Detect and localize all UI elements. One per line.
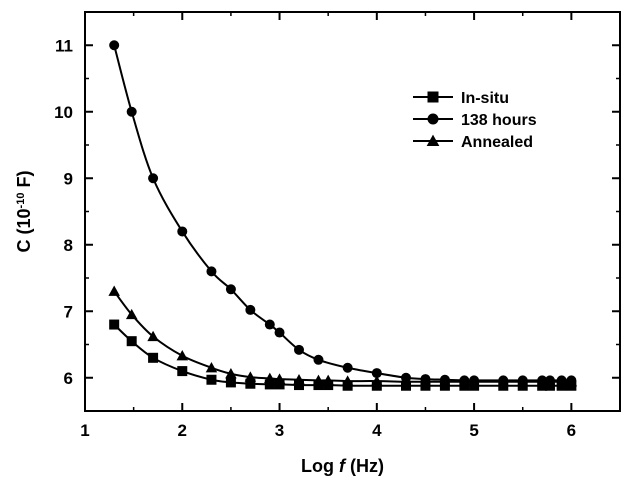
data-point-in-situ <box>371 380 382 391</box>
legend-item-in-situ: In-situ <box>413 90 509 107</box>
y-tick-label: 11 <box>55 36 73 55</box>
legend-label: 138 hours <box>461 112 537 129</box>
x-tick-label: 5 <box>469 421 478 440</box>
data-point-138-hours <box>313 354 324 365</box>
data-point-in-situ <box>206 374 217 385</box>
x-axis-label-main: Log <box>301 456 339 476</box>
data-point-in-situ <box>245 378 256 389</box>
data-point-in-situ <box>148 352 159 363</box>
data-point-annealed <box>419 375 432 387</box>
data-point-in-situ <box>323 380 334 391</box>
data-point-138-hours <box>177 226 188 237</box>
data-point-annealed <box>273 373 286 384</box>
y-axis-label-main: C (10 <box>14 208 34 252</box>
data-point-annealed <box>371 375 383 386</box>
data-point-annealed <box>468 375 480 387</box>
x-tick-label: 2 <box>178 421 187 440</box>
data-point-in-situ <box>264 379 275 390</box>
data-point-138-hours <box>126 106 137 117</box>
data-point-138-hours <box>264 319 275 330</box>
data-point-annealed <box>264 372 276 384</box>
data-point-in-situ <box>109 319 120 330</box>
y-tick-label: 8 <box>64 236 73 255</box>
data-point-138-hours <box>109 40 120 51</box>
x-axis-label-var: f <box>339 456 347 476</box>
data-point-in-situ <box>126 336 137 347</box>
data-point-annealed <box>176 350 189 361</box>
x-axis-label: Log f (Hz) <box>301 456 384 476</box>
data-point-annealed <box>312 374 325 386</box>
data-point-annealed <box>205 362 218 373</box>
data-point-annealed <box>125 308 138 320</box>
series-markers <box>108 40 578 391</box>
y-tick-label: 10 <box>54 103 73 122</box>
data-point-138-hours <box>274 327 285 338</box>
legend-marker <box>426 134 440 147</box>
data-point-138-hours <box>148 173 159 184</box>
data-point-annealed <box>516 375 529 387</box>
legend-label: Annealed <box>461 134 533 151</box>
y-tick-label: 6 <box>64 369 73 388</box>
data-point-annealed <box>341 375 354 386</box>
y-axis-label-unit: F) <box>14 171 34 193</box>
data-point-annealed <box>322 374 334 386</box>
data-point-in-situ <box>225 377 236 388</box>
data-point-138-hours <box>225 284 236 295</box>
data-point-annealed <box>400 375 412 387</box>
data-point-annealed <box>565 375 578 387</box>
data-point-annealed <box>536 375 548 387</box>
legend-marker <box>427 91 439 103</box>
data-point-annealed <box>147 330 159 342</box>
axis-ticks: 1 2 3 4 5 6 6 7 8 9 10 11 <box>54 11 620 440</box>
x-axis-label-unit: (Hz) <box>345 456 384 476</box>
data-point-annealed <box>555 375 568 387</box>
data-point-annealed <box>544 375 556 387</box>
data-point-138-hours <box>342 362 353 373</box>
data-point-in-situ <box>274 379 285 390</box>
data-point-138-hours <box>245 304 256 315</box>
x-tick-label: 4 <box>372 421 382 440</box>
x-tick-label: 3 <box>275 421 284 440</box>
x-tick-label: 6 <box>567 421 576 440</box>
x-tick-label: 1 <box>80 421 89 440</box>
data-point-annealed <box>293 373 305 385</box>
data-point-annealed <box>497 375 510 387</box>
legend: In-situ 138 hours Annealed <box>413 90 537 151</box>
plot-area <box>84 11 621 412</box>
data-point-in-situ <box>313 380 324 391</box>
data-point-annealed <box>108 285 120 296</box>
data-point-in-situ <box>177 366 188 377</box>
y-tick-label: 9 <box>64 169 73 188</box>
data-point-138-hours <box>294 344 304 355</box>
data-point-annealed <box>225 368 237 379</box>
plot-frame <box>84 11 621 412</box>
data-point-138-hours <box>371 368 382 379</box>
data-point-in-situ <box>294 380 304 391</box>
legend-item-138-hours: 138 hours <box>413 112 537 129</box>
y-axis-label: C (10-10 F) <box>14 171 34 253</box>
data-point-in-situ <box>342 380 353 391</box>
legend-item-annealed: Annealed <box>413 134 533 151</box>
data-point-138-hours <box>206 266 217 277</box>
legend-marker <box>427 113 439 125</box>
data-point-annealed <box>439 375 451 387</box>
y-tick-label: 7 <box>64 302 73 321</box>
data-point-annealed <box>244 371 257 382</box>
data-point-annealed <box>458 375 471 387</box>
y-axis-label-exp: -10 <box>15 193 27 209</box>
legend-label: In-situ <box>461 90 509 107</box>
